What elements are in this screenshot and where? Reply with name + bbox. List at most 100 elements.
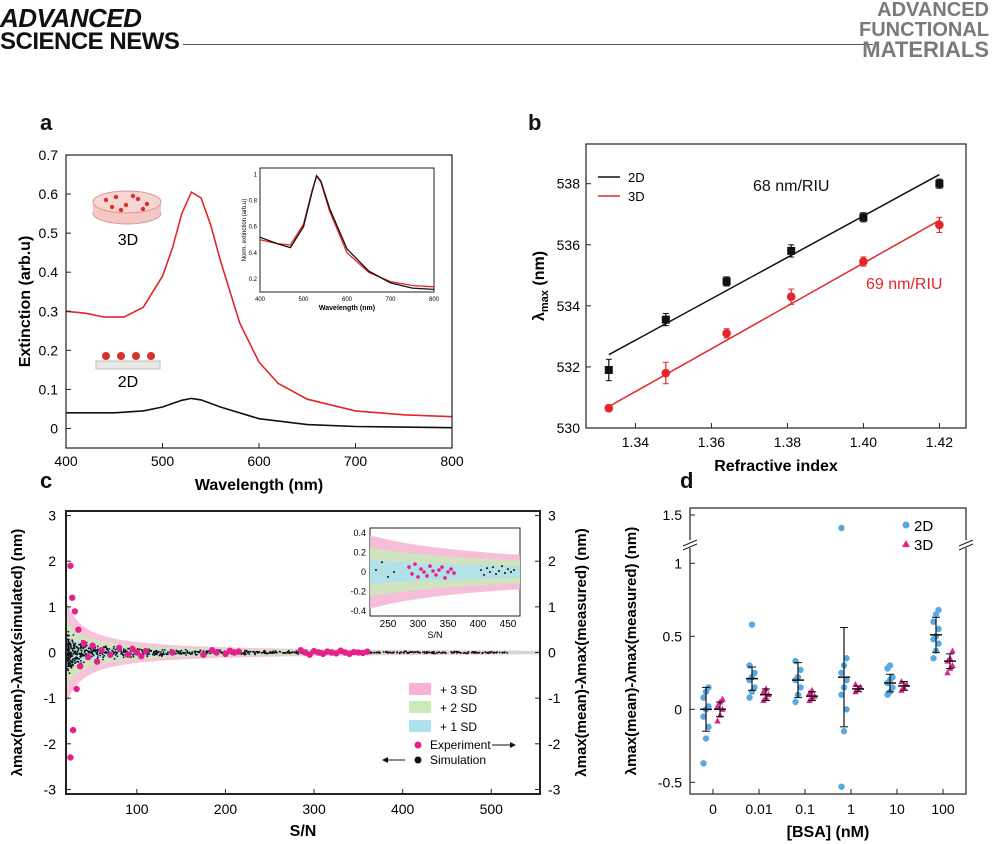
simulation-point	[413, 651, 416, 653]
simulation-point	[287, 651, 290, 654]
simulation-point	[462, 652, 465, 654]
simulation-point	[78, 658, 81, 660]
axis-break-right	[958, 539, 974, 547]
simulation-point	[179, 651, 182, 654]
x-tick-label: 0	[709, 801, 717, 817]
data-point-2D	[751, 684, 758, 691]
experiment-point	[69, 726, 77, 734]
inset-x-label: S/N	[427, 630, 442, 640]
simulation-point	[99, 654, 102, 657]
left-arrow-head	[382, 757, 388, 763]
simulation-point	[269, 652, 272, 654]
simulation-point	[69, 659, 72, 662]
particle-2d	[117, 352, 125, 360]
legend-label: + 3 SD	[440, 683, 477, 697]
simulation-point	[163, 649, 166, 651]
simulation-point	[148, 653, 151, 655]
inset-simulation-point	[504, 571, 506, 574]
inset-experiment-point	[437, 568, 441, 572]
panel-letter-a: a	[40, 110, 53, 135]
simulation-point	[158, 654, 161, 657]
inset-y-tick-label: 0	[361, 567, 366, 577]
y-tick-label-left: 1	[48, 599, 56, 615]
simulation-point	[68, 634, 70, 637]
x-tick-label: 500	[151, 453, 175, 469]
experiment-point	[93, 658, 101, 665]
data-point-2D	[797, 684, 804, 691]
simulation-point	[80, 646, 83, 648]
experiment-point	[67, 562, 74, 569]
experiment-point	[76, 662, 84, 670]
inset-x-tick-label: 250	[380, 619, 397, 630]
simulation-point	[88, 650, 91, 653]
data-point-2D	[700, 713, 707, 720]
simulation-point	[112, 647, 115, 650]
data-point-2D	[838, 691, 845, 698]
x-tick-label: 200	[214, 801, 238, 817]
simulation-point	[78, 643, 80, 646]
simulation-point	[104, 650, 107, 653]
simulation-point	[153, 654, 156, 656]
data-point-3D	[714, 717, 721, 724]
simulation-point	[161, 648, 164, 651]
y-tick-label: 0.7	[39, 147, 59, 163]
data-point-2D	[843, 676, 850, 684]
data-point-2D	[935, 640, 942, 647]
simulation-point	[266, 652, 269, 655]
simulation-point	[189, 653, 192, 656]
simulation-point	[188, 652, 191, 654]
simulation-point	[77, 648, 80, 651]
inset-x-tick-label: 500	[298, 297, 309, 303]
inset-y-tick-label: 0.2	[249, 277, 258, 283]
simulation-point	[464, 651, 466, 654]
simulation-point	[182, 651, 185, 654]
data-point-3D	[786, 292, 796, 301]
simulation-point	[68, 672, 71, 675]
inset-experiment-point	[416, 575, 420, 579]
y-tick-label: 536	[557, 237, 581, 253]
experiment-point	[80, 640, 87, 647]
x-tick-label: 1.36	[698, 434, 725, 450]
simulation-point	[390, 651, 392, 654]
simulation-point	[103, 654, 106, 657]
simulation-point	[501, 651, 504, 654]
y-tick-label-left: -1	[44, 690, 57, 706]
simulation-point	[432, 652, 435, 654]
simulation-point	[72, 646, 75, 648]
simulation-point	[245, 650, 248, 653]
particle-3d	[140, 206, 146, 212]
simulation-point	[199, 649, 202, 652]
simulation-point	[162, 651, 165, 653]
data-point-2D	[935, 606, 942, 614]
simulation-point	[403, 650, 406, 653]
inset-experiment-point	[434, 573, 438, 577]
simulation-point	[132, 655, 135, 658]
simulation-point	[72, 664, 74, 667]
simulation-point	[391, 651, 394, 654]
data-point-2D	[838, 524, 845, 532]
simulation-point	[191, 652, 194, 655]
y-tick-label-right: 3	[548, 508, 556, 524]
simulation-point	[191, 651, 194, 654]
inset-y-tick-label: 1	[254, 173, 258, 179]
simulation-point	[184, 648, 187, 651]
simulation-point	[72, 652, 75, 655]
data-point-2D	[705, 723, 712, 731]
y-tick-label: 0.6	[39, 186, 59, 202]
chart-panel-a: 400 500 600 700 800 0 0.1 0.2 0.3 0.4 0.5 0.6 0.7 Wav…	[17, 147, 464, 494]
simulation-point	[425, 651, 428, 653]
simulation-point	[194, 652, 197, 654]
inset-x-tick-label: 400	[470, 619, 487, 630]
panel-letter-c: c	[40, 468, 52, 493]
y-tick-label-left: 0	[48, 645, 56, 661]
y-tick-label-right: 2	[548, 553, 556, 569]
inset-y-tick-label: -0.2	[350, 587, 366, 597]
simulation-point	[70, 645, 72, 648]
simulation-point	[411, 651, 414, 653]
data-point-2D	[700, 760, 707, 767]
y-tick-label: 532	[557, 359, 581, 375]
data-point-3D	[859, 257, 868, 266]
experiment-point	[213, 649, 220, 656]
x-tick-label: 400	[391, 801, 415, 817]
simulation-point	[180, 649, 183, 652]
